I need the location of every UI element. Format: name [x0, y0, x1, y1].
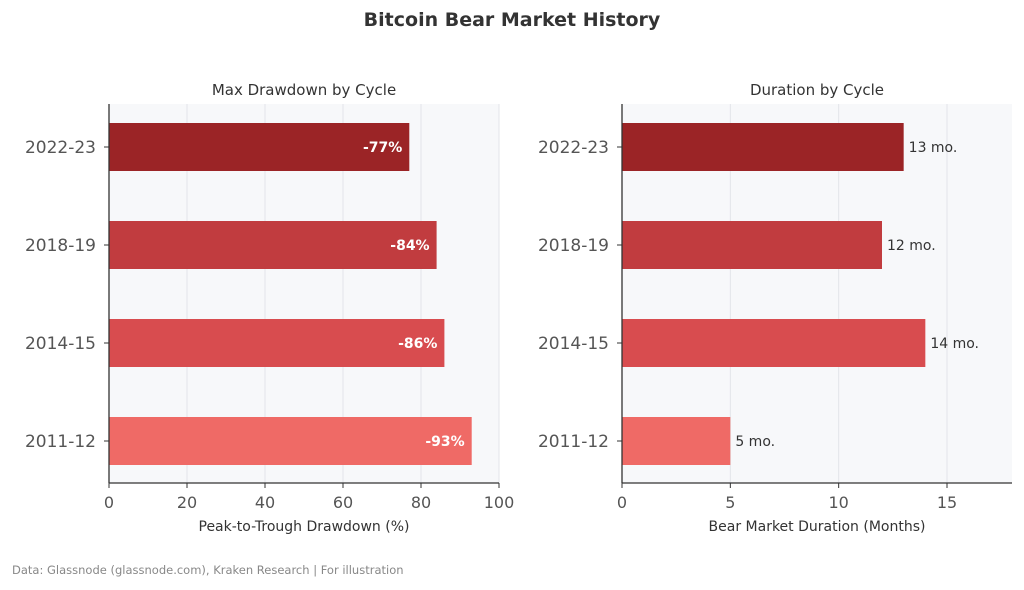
- panel2-category-label: 2022-23: [538, 138, 609, 158]
- panel1-category-label: 2022-23: [25, 138, 96, 158]
- panel1-title: Max Drawdown by Cycle: [212, 81, 396, 99]
- panel2-data-label: 12 mo.: [887, 238, 936, 254]
- panel1-bar-2011-12: [109, 417, 472, 465]
- panel2-data-label: 13 mo.: [909, 140, 958, 156]
- panel2-data-label: 5 mo.: [735, 434, 775, 450]
- panel2-bar-2014-15: [622, 319, 926, 367]
- panel2-bar-2022-23: [622, 123, 904, 171]
- panel1-bar-2022-23: [109, 123, 410, 171]
- panel2-bar-2011-12: [622, 417, 731, 465]
- panel1-xtick-label: 20: [177, 493, 197, 512]
- panel1-bar-2018-19: [109, 221, 437, 269]
- panel2-category-label: 2014-15: [538, 334, 609, 354]
- panel2-category-label: 2011-12: [538, 432, 609, 452]
- panel1-xtick-label: 60: [333, 493, 353, 512]
- figure-title: Bitcoin Bear Market History: [363, 9, 661, 31]
- panel1-xtick-label: 80: [411, 493, 431, 512]
- panel1-category-label: 2011-12: [25, 432, 96, 452]
- panel1-xlabel: Peak-to-Trough Drawdown (%): [199, 519, 410, 535]
- panel1-xtick-label: 0: [104, 493, 114, 512]
- panel1-xtick-label: 100: [484, 493, 515, 512]
- panel2-category-label: 2018-19: [538, 236, 609, 256]
- panel1-data-label: -93%: [425, 434, 464, 450]
- panel1-data-label: -84%: [390, 238, 429, 254]
- panel2-data-label: 14 mo.: [930, 336, 979, 352]
- panel2-xtick-label: 15: [937, 493, 957, 512]
- panel1-data-label: -86%: [398, 336, 437, 352]
- panel2-xlabel: Bear Market Duration (Months): [709, 519, 926, 535]
- panel2-bar-2018-19: [622, 221, 882, 269]
- panel2-xtick-label: 10: [828, 493, 848, 512]
- panel1-category-label: 2018-19: [25, 236, 96, 256]
- panel2-title: Duration by Cycle: [750, 81, 884, 99]
- panel2-xtick-label: 5: [725, 493, 735, 512]
- panel1-category-label: 2014-15: [25, 334, 96, 354]
- panel1-data-label: -77%: [363, 140, 402, 156]
- panel1-bar-2014-15: [109, 319, 445, 367]
- source-footnote: Data: Glassnode (glassnode.com), Kraken …: [12, 563, 404, 577]
- panel1-xtick-label: 40: [255, 493, 275, 512]
- panel2-xtick-label: 0: [617, 493, 627, 512]
